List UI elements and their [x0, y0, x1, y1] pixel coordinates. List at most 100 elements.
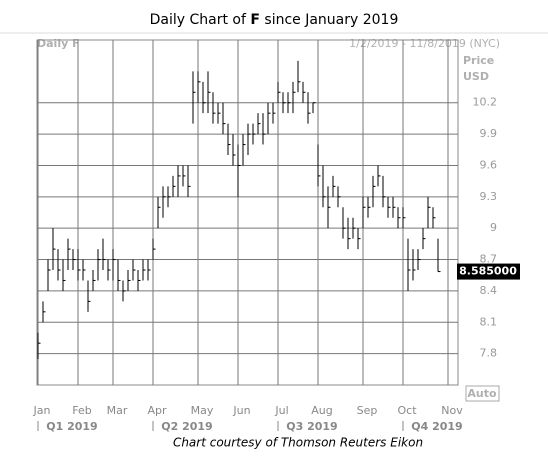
- chart-title: Daily Chart of F since January 2019: [150, 12, 399, 28]
- price-bar: [277, 81, 281, 103]
- y-tick-label: 8.7: [480, 253, 498, 266]
- price-bar: [142, 259, 146, 281]
- price-bar: [132, 259, 136, 281]
- price-bar: [372, 175, 376, 208]
- last-value-label: 8.585000: [459, 265, 517, 278]
- price-bar: [137, 270, 141, 291]
- price-bar: [327, 186, 331, 229]
- price-bar: [37, 332, 41, 359]
- price-bar: [417, 249, 421, 270]
- plot-frame: [36, 39, 459, 386]
- price-bar: [387, 196, 391, 218]
- price-bar: [107, 259, 111, 281]
- quarter-label: Q1 2019: [46, 420, 97, 433]
- auto-label[interactable]: Auto: [467, 387, 497, 400]
- price-bar: [152, 238, 156, 260]
- price-bar: [382, 175, 386, 208]
- price-bar: [122, 280, 126, 302]
- price-bar: [42, 301, 46, 323]
- y-tick-label: 9: [490, 221, 497, 234]
- price-bar: [237, 144, 241, 197]
- price-bar: [422, 228, 426, 250]
- y-tick-label: 9.3: [480, 190, 498, 203]
- price-bar: [127, 270, 131, 291]
- x-tick-label: Apr: [147, 404, 167, 417]
- price-bar: [117, 259, 121, 291]
- price-bar: [337, 186, 341, 208]
- y-tick-label: 8.1: [480, 315, 498, 328]
- price-bar: [242, 134, 246, 166]
- price-bar: [322, 165, 326, 208]
- price-bar: [397, 207, 401, 229]
- x-tick-label: May: [191, 404, 214, 417]
- price-bar: [287, 92, 291, 114]
- price-bar: [182, 165, 186, 187]
- price-bar: [252, 123, 256, 145]
- x-tick-label: Jun: [232, 404, 250, 417]
- x-tick-label: Aug: [311, 404, 332, 417]
- subtitle-left: Daily F: [37, 37, 80, 50]
- last-value-box: [457, 263, 520, 280]
- price-bar: [162, 186, 166, 218]
- price-bar: [437, 238, 441, 273]
- x-tick-label: Mar: [107, 404, 128, 417]
- price-bar: [187, 165, 191, 197]
- y-tick-label: 7.8: [480, 347, 498, 360]
- price-bar: [52, 228, 56, 270]
- price-bar: [262, 113, 266, 145]
- y-tick-label: 9.6: [480, 158, 498, 171]
- price-bar: [432, 207, 436, 229]
- price-bar: [352, 217, 356, 239]
- price-bar: [92, 270, 96, 291]
- price-bar: [297, 60, 301, 93]
- price-bar: [87, 280, 91, 312]
- price-bar: [317, 144, 321, 187]
- quarter-label: Q2 2019: [161, 420, 212, 433]
- price-bar: [282, 92, 286, 114]
- price-bar: [207, 71, 211, 114]
- price-bar: [307, 92, 311, 124]
- y-tick-label: 8.4: [480, 284, 498, 297]
- price-bar: [332, 175, 336, 197]
- price-bar: [47, 259, 51, 291]
- price-bar: [212, 92, 216, 124]
- price-bar: [72, 249, 76, 270]
- x-tick-label: Oct: [397, 404, 417, 417]
- price-bar: [57, 249, 61, 281]
- price-bar: [302, 81, 306, 103]
- price-bar: [192, 71, 196, 124]
- price-bar: [157, 196, 161, 229]
- x-tick-label: Jan: [33, 404, 51, 417]
- price-bar: [267, 102, 271, 135]
- x-tick-label: Sep: [357, 404, 378, 417]
- price-bar: [167, 186, 171, 208]
- y-tick-label: 10.2: [473, 96, 498, 109]
- quarter-label: Q4 2019: [411, 420, 462, 433]
- price-bar: [367, 196, 371, 218]
- auto-button[interactable]: [465, 385, 500, 402]
- price-bar: [347, 217, 351, 250]
- caption: Chart courtesy of Thomson Reuters Eikon: [173, 436, 423, 450]
- price-bar: [402, 207, 406, 229]
- price-bar: [407, 238, 411, 291]
- price-bar: [102, 238, 106, 270]
- price-bar: [362, 196, 366, 229]
- price-bar: [272, 102, 276, 124]
- price-bar: [197, 71, 201, 103]
- price-bar: [202, 81, 206, 114]
- price-bar: [392, 196, 396, 218]
- price-bar: [312, 102, 316, 114]
- y-axis-label: Price: [463, 54, 494, 67]
- price-bar: [377, 165, 381, 187]
- price-bar: [177, 165, 181, 197]
- price-bar: [232, 134, 236, 166]
- x-tick-label: Feb: [72, 404, 91, 417]
- quarter-label: Q3 2019: [286, 420, 337, 433]
- price-bar: [357, 228, 361, 250]
- subtitle-right: 1/2/2019 - 11/8/2019 (NYC): [349, 37, 500, 50]
- x-tick-label: Nov: [441, 404, 463, 417]
- price-bar: [222, 102, 226, 135]
- x-tick-label: Jul: [274, 404, 288, 417]
